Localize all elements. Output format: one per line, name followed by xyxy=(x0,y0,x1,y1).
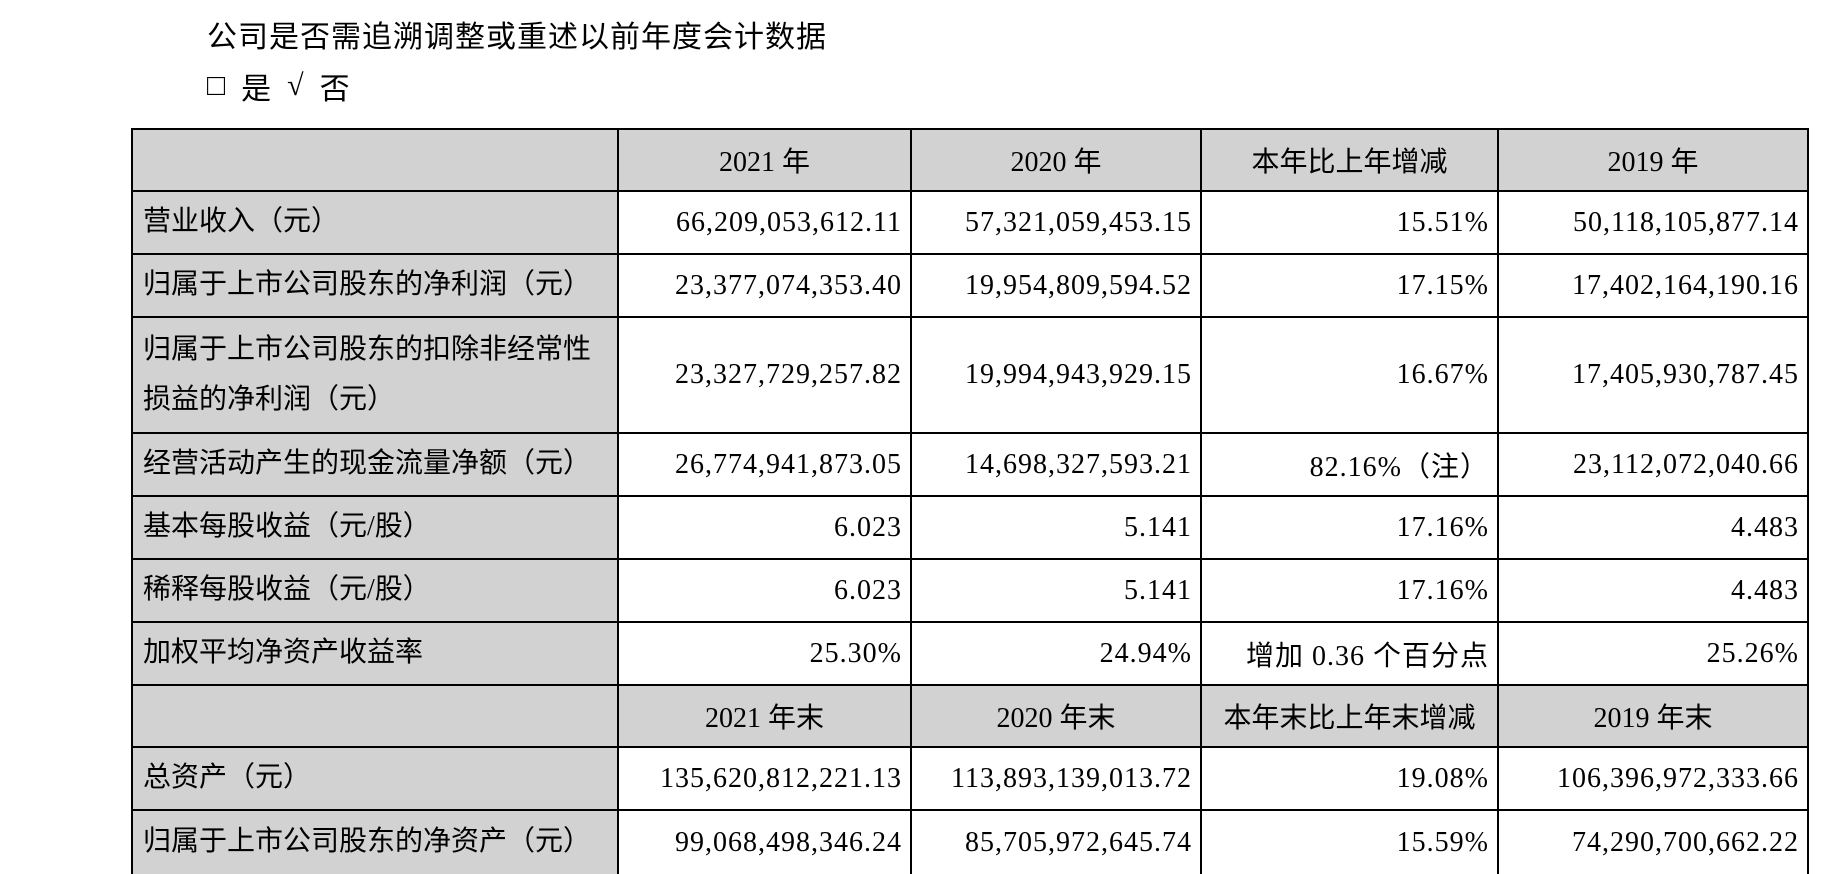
row-label: 归属于上市公司股东的净资产（元） xyxy=(131,809,619,874)
table-row-operating-cash-flow: 经营活动产生的现金流量净额（元） 26,774,941,873.05 14,69… xyxy=(131,432,1809,497)
table-row-net-profit-excl-nonrecurring: 归属于上市公司股东的扣除非经常性损益的净利润（元） 23,327,729,257… xyxy=(131,316,1809,434)
value-2019: 74,290,700,662.22 xyxy=(1497,809,1809,874)
row-label: 归属于上市公司股东的扣除非经常性损益的净利润（元） xyxy=(131,316,619,434)
value-2020: 5.141 xyxy=(910,558,1202,623)
value-2020: 113,893,139,013.72 xyxy=(910,746,1202,811)
table-header-eop: 2021 年末 2020 年末 本年末比上年末增减 2019 年末 xyxy=(131,684,1809,748)
value-2020: 19,994,943,929.15 xyxy=(910,316,1202,434)
header-yoy-change: 本年比上年增减 xyxy=(1200,128,1499,192)
value-2021: 23,327,729,257.82 xyxy=(617,316,912,434)
header-2021-eop: 2021 年末 xyxy=(617,684,912,748)
value-2019: 17,405,930,787.45 xyxy=(1497,316,1809,434)
value-change: 15.59% xyxy=(1200,809,1499,874)
value-2020: 19,954,809,594.52 xyxy=(910,253,1202,318)
table-row-basic-eps: 基本每股收益（元/股） 6.023 5.141 17.16% 4.483 xyxy=(131,495,1809,560)
value-change: 17.15% xyxy=(1200,253,1499,318)
value-change: 17.16% xyxy=(1200,558,1499,623)
value-2019: 17,402,164,190.16 xyxy=(1497,253,1809,318)
value-2021: 6.023 xyxy=(617,558,912,623)
header-2020: 2020 年 xyxy=(910,128,1202,192)
header-2019: 2019 年 xyxy=(1497,128,1809,192)
row-label: 稀释每股收益（元/股） xyxy=(131,558,619,623)
table-header-period: 2021 年 2020 年 本年比上年增减 2019 年 xyxy=(131,128,1809,192)
key-accounting-data-table: 2021 年 2020 年 本年比上年增减 2019 年 营业收入（元） 66,… xyxy=(131,128,1809,874)
table-row-total-assets: 总资产（元） 135,620,812,221.13 113,893,139,01… xyxy=(131,746,1809,811)
empty-checkbox-icon: □ xyxy=(207,69,226,102)
value-2021: 26,774,941,873.05 xyxy=(617,432,912,497)
value-2020: 14,698,327,593.21 xyxy=(910,432,1202,497)
header-2019-eop: 2019 年末 xyxy=(1497,684,1809,748)
table-row-net-profit: 归属于上市公司股东的净利润（元） 23,377,074,353.40 19,95… xyxy=(131,253,1809,318)
header-blank xyxy=(131,684,619,748)
checkmark-icon: √ xyxy=(287,69,304,102)
table-row-revenue: 营业收入（元） 66,209,053,612.11 57,321,059,453… xyxy=(131,190,1809,255)
value-2021: 135,620,812,221.13 xyxy=(617,746,912,811)
value-2021: 23,377,074,353.40 xyxy=(617,253,912,318)
value-change: 15.51% xyxy=(1200,190,1499,255)
table-row-net-assets: 归属于上市公司股东的净资产（元） 99,068,498,346.24 85,70… xyxy=(131,809,1809,874)
page-title: 公司是否需追溯调整或重述以前年度会计数据 xyxy=(207,21,827,54)
header-2021: 2021 年 xyxy=(617,128,912,192)
value-change: 82.16%（注） xyxy=(1200,432,1499,497)
value-change: 19.08% xyxy=(1200,746,1499,811)
value-2021: 66,209,053,612.11 xyxy=(617,190,912,255)
value-2021: 99,068,498,346.24 xyxy=(617,809,912,874)
table-row-diluted-eps: 稀释每股收益（元/股） 6.023 5.141 17.16% 4.483 xyxy=(131,558,1809,623)
row-label: 归属于上市公司股东的净利润（元） xyxy=(131,253,619,318)
value-2020: 24.94% xyxy=(910,621,1202,686)
value-2019: 106,396,972,333.66 xyxy=(1497,746,1809,811)
row-label: 加权平均净资产收益率 xyxy=(131,621,619,686)
table-row-weighted-avg-roe: 加权平均净资产收益率 25.30% 24.94% 增加 0.36 个百分点 25… xyxy=(131,621,1809,686)
row-label: 营业收入（元） xyxy=(131,190,619,255)
value-2020: 5.141 xyxy=(910,495,1202,560)
option-no-label: 否 xyxy=(319,73,350,106)
value-2019: 50,118,105,877.14 xyxy=(1497,190,1809,255)
row-label: 总资产（元） xyxy=(131,746,619,811)
value-change: 增加 0.36 个百分点 xyxy=(1200,621,1499,686)
value-2020: 85,705,972,645.74 xyxy=(910,809,1202,874)
value-2019: 4.483 xyxy=(1497,558,1809,623)
row-label: 基本每股收益（元/股） xyxy=(131,495,619,560)
header-blank xyxy=(131,128,619,192)
value-change: 17.16% xyxy=(1200,495,1499,560)
value-2019: 23,112,072,040.66 xyxy=(1497,432,1809,497)
value-2019: 4.483 xyxy=(1497,495,1809,560)
value-2021: 6.023 xyxy=(617,495,912,560)
header-eop-change: 本年末比上年末增减 xyxy=(1200,684,1499,748)
value-2020: 57,321,059,453.15 xyxy=(910,190,1202,255)
option-yes-label: 是 xyxy=(241,73,272,106)
header-2020-eop: 2020 年末 xyxy=(910,684,1202,748)
value-change: 16.67% xyxy=(1200,316,1499,434)
value-2021: 25.30% xyxy=(617,621,912,686)
row-label: 经营活动产生的现金流量净额（元） xyxy=(131,432,619,497)
value-2019: 25.26% xyxy=(1497,621,1809,686)
restatement-options: □ 是 √ 否 xyxy=(207,64,350,108)
